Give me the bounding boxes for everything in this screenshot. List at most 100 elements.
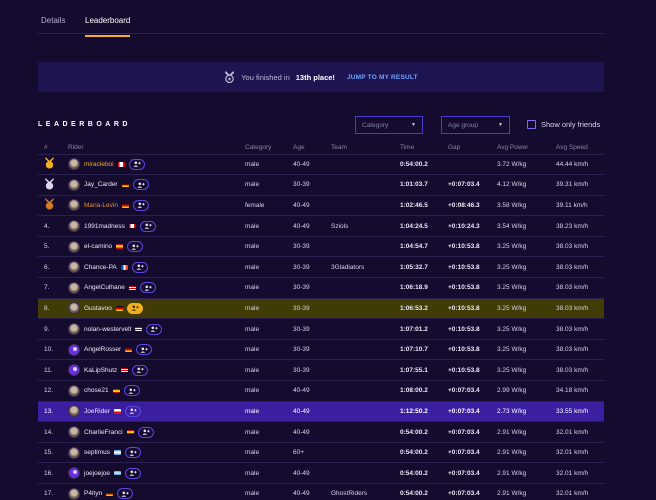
age-cell: 30-39 bbox=[293, 236, 331, 258]
rider-name[interactable]: el-camino bbox=[84, 243, 113, 251]
category-select[interactable]: Category ▼ bbox=[355, 116, 423, 134]
table-row[interactable]: 14. CharlieFranci male 40-49 0:54:00.2 +… bbox=[38, 421, 604, 443]
avatar[interactable] bbox=[68, 343, 80, 356]
rider-name[interactable]: AngelRosser bbox=[84, 346, 122, 354]
table-row[interactable]: 11. KaLipShutz male 30-39 1:07:55.1 +0:1… bbox=[38, 359, 604, 382]
avatar[interactable] bbox=[68, 261, 80, 274]
age-cell: 40-49 bbox=[293, 401, 331, 423]
table-row[interactable]: 10. AngelRosser male 30-39 1:07:10.7 +0:… bbox=[38, 339, 604, 361]
table-row[interactable]: Jay_Carder male 30-39 1:01:03.7 +0:07:03… bbox=[38, 174, 604, 196]
table-row[interactable]: 6. Chance-PA male 30-39 3Gladiators 1:05… bbox=[38, 256, 604, 279]
rider-name[interactable]: AngelCulhane bbox=[84, 284, 125, 292]
table-row[interactable]: 9. nolan-westervelt male 30-39 1:07:01.2… bbox=[38, 318, 604, 340]
rider-name[interactable]: 1991madness bbox=[84, 222, 125, 230]
add-friend-button[interactable] bbox=[127, 241, 144, 253]
tab-details[interactable]: Details bbox=[41, 16, 66, 25]
avg-speed-cell: 33.55 km/h bbox=[556, 401, 604, 423]
gap-cell: +0:10:53.8 bbox=[448, 236, 497, 258]
age-group-select[interactable]: Age group ▼ bbox=[441, 116, 510, 134]
table-row[interactable]: miracleboi male 40-49 0:54:00.2 3.72 W/k… bbox=[38, 154, 604, 176]
avatar[interactable] bbox=[68, 281, 80, 294]
age-cell: 40-49 bbox=[293, 462, 331, 484]
rider-name[interactable]: Chance-PA bbox=[84, 263, 117, 271]
avatar[interactable] bbox=[68, 446, 80, 459]
table-row[interactable]: Maria-Levin female 40-49 1:02:46.5 +0:08… bbox=[38, 195, 604, 217]
avatar[interactable] bbox=[68, 364, 80, 377]
age-cell: 40-49 bbox=[293, 483, 331, 500]
jump-to-result-link[interactable]: JUMP TO MY RESULT bbox=[346, 73, 418, 81]
rider-name[interactable]: chose21 bbox=[84, 387, 109, 395]
table-row[interactable]: 17. P4ityn male 40-49 GhostRiders 0:54:0… bbox=[38, 483, 604, 500]
table-row[interactable]: 7. AngelCulhane male 30-39 1:06:18.9 +0:… bbox=[38, 277, 604, 299]
age-cell: 60+ bbox=[293, 442, 331, 464]
rider-cell: joejoejoe bbox=[68, 462, 245, 484]
avatar[interactable] bbox=[68, 302, 80, 315]
rider-name[interactable]: Jay_Carder bbox=[84, 181, 118, 189]
position-cell bbox=[38, 174, 68, 196]
flag-ca-icon bbox=[117, 162, 125, 167]
avatar[interactable] bbox=[68, 220, 80, 233]
show-friends-toggle[interactable]: Show only friends bbox=[527, 120, 600, 129]
add-friend-button[interactable] bbox=[131, 261, 148, 273]
show-friends-checkbox[interactable] bbox=[527, 120, 536, 129]
avatar[interactable] bbox=[68, 384, 80, 397]
tab-bar: Details Leaderboard bbox=[38, 0, 604, 37]
add-friend-button[interactable] bbox=[128, 158, 145, 170]
position-cell bbox=[38, 195, 68, 217]
add-friend-button[interactable] bbox=[125, 467, 142, 479]
table-row[interactable]: 13. JoeRider male 40-49 1:12:50.2 +0:07:… bbox=[38, 401, 604, 423]
add-friend-button[interactable] bbox=[139, 220, 156, 232]
table-row[interactable]: 16. joejoejoe male 40-49 0:54:00.2 +0:07… bbox=[38, 462, 604, 484]
col-avg-power: Avg Power bbox=[497, 141, 556, 155]
add-friend-button[interactable] bbox=[132, 179, 149, 191]
rider-cell: 1991madness bbox=[68, 215, 245, 237]
col-rider: Rider bbox=[68, 141, 245, 155]
team-cell bbox=[331, 277, 400, 299]
chevron-down-icon: ▼ bbox=[411, 122, 416, 128]
table-row[interactable]: 5. el-camino male 30-39 1:04:54.7 +0:10:… bbox=[38, 236, 604, 258]
add-friend-button[interactable] bbox=[146, 323, 163, 335]
avg-power-cell: 3.25 W/kg bbox=[497, 318, 556, 340]
table-row[interactable]: 12. chose21 male 40-49 1:08:00.2 +0:07:0… bbox=[38, 380, 604, 402]
rider-name[interactable]: CharlieFranci bbox=[84, 428, 123, 436]
rider-name[interactable]: joejoejoe bbox=[84, 469, 111, 477]
tab-leaderboard[interactable]: Leaderboard bbox=[85, 16, 131, 37]
flag-cz-icon bbox=[114, 409, 122, 414]
avatar[interactable] bbox=[68, 487, 80, 500]
avatar[interactable] bbox=[68, 178, 80, 191]
add-friend-button[interactable] bbox=[126, 302, 143, 314]
add-friend-button[interactable] bbox=[132, 364, 149, 376]
add-friend-button[interactable] bbox=[123, 385, 140, 397]
avatar[interactable] bbox=[68, 426, 80, 439]
avatar[interactable] bbox=[68, 158, 80, 171]
avatar[interactable] bbox=[68, 467, 80, 480]
table-row[interactable]: 15. septimus male 60+ 0:54:00.2 +0:07:03… bbox=[38, 442, 604, 464]
add-friend-button[interactable] bbox=[137, 426, 154, 438]
category-select-value: Category bbox=[362, 121, 389, 129]
add-friend-button[interactable] bbox=[139, 282, 156, 294]
avatar[interactable] bbox=[68, 240, 80, 253]
rider-name[interactable]: KaLipShutz bbox=[84, 366, 118, 374]
add-friend-button[interactable] bbox=[125, 405, 142, 417]
rider-name[interactable]: P4ityn bbox=[84, 490, 103, 498]
flag-us-icon bbox=[135, 326, 143, 332]
avatar[interactable] bbox=[68, 323, 80, 336]
rider-name[interactable]: miracleboi bbox=[84, 160, 114, 168]
add-friend-button[interactable] bbox=[117, 488, 134, 500]
add-friend-button[interactable] bbox=[132, 199, 149, 211]
avg-speed-cell: 39.31 km/h bbox=[556, 174, 604, 196]
table-row[interactable]: 8. Gustavoo male 30-39 1:06:53.2 +0:10:5… bbox=[38, 298, 604, 320]
table-row[interactable]: 4. 1991madness male 40-49 Sziols 1:04:24… bbox=[38, 215, 604, 237]
rider-name[interactable]: Gustavoo bbox=[84, 304, 112, 312]
add-friend-button[interactable] bbox=[125, 447, 142, 459]
avatar[interactable] bbox=[68, 199, 80, 212]
rider-name[interactable]: JoeRider bbox=[84, 407, 111, 415]
rider-name[interactable]: nolan-westervelt bbox=[84, 325, 132, 333]
add-friend-button[interactable] bbox=[136, 344, 153, 356]
rider-name[interactable]: septimus bbox=[84, 449, 111, 457]
avatar[interactable] bbox=[68, 405, 80, 418]
category-cell: male bbox=[245, 318, 293, 340]
avg-power-cell: 3.25 W/kg bbox=[497, 277, 556, 299]
rider-name[interactable]: Maria-Levin bbox=[84, 201, 118, 209]
team-cell bbox=[331, 401, 400, 423]
